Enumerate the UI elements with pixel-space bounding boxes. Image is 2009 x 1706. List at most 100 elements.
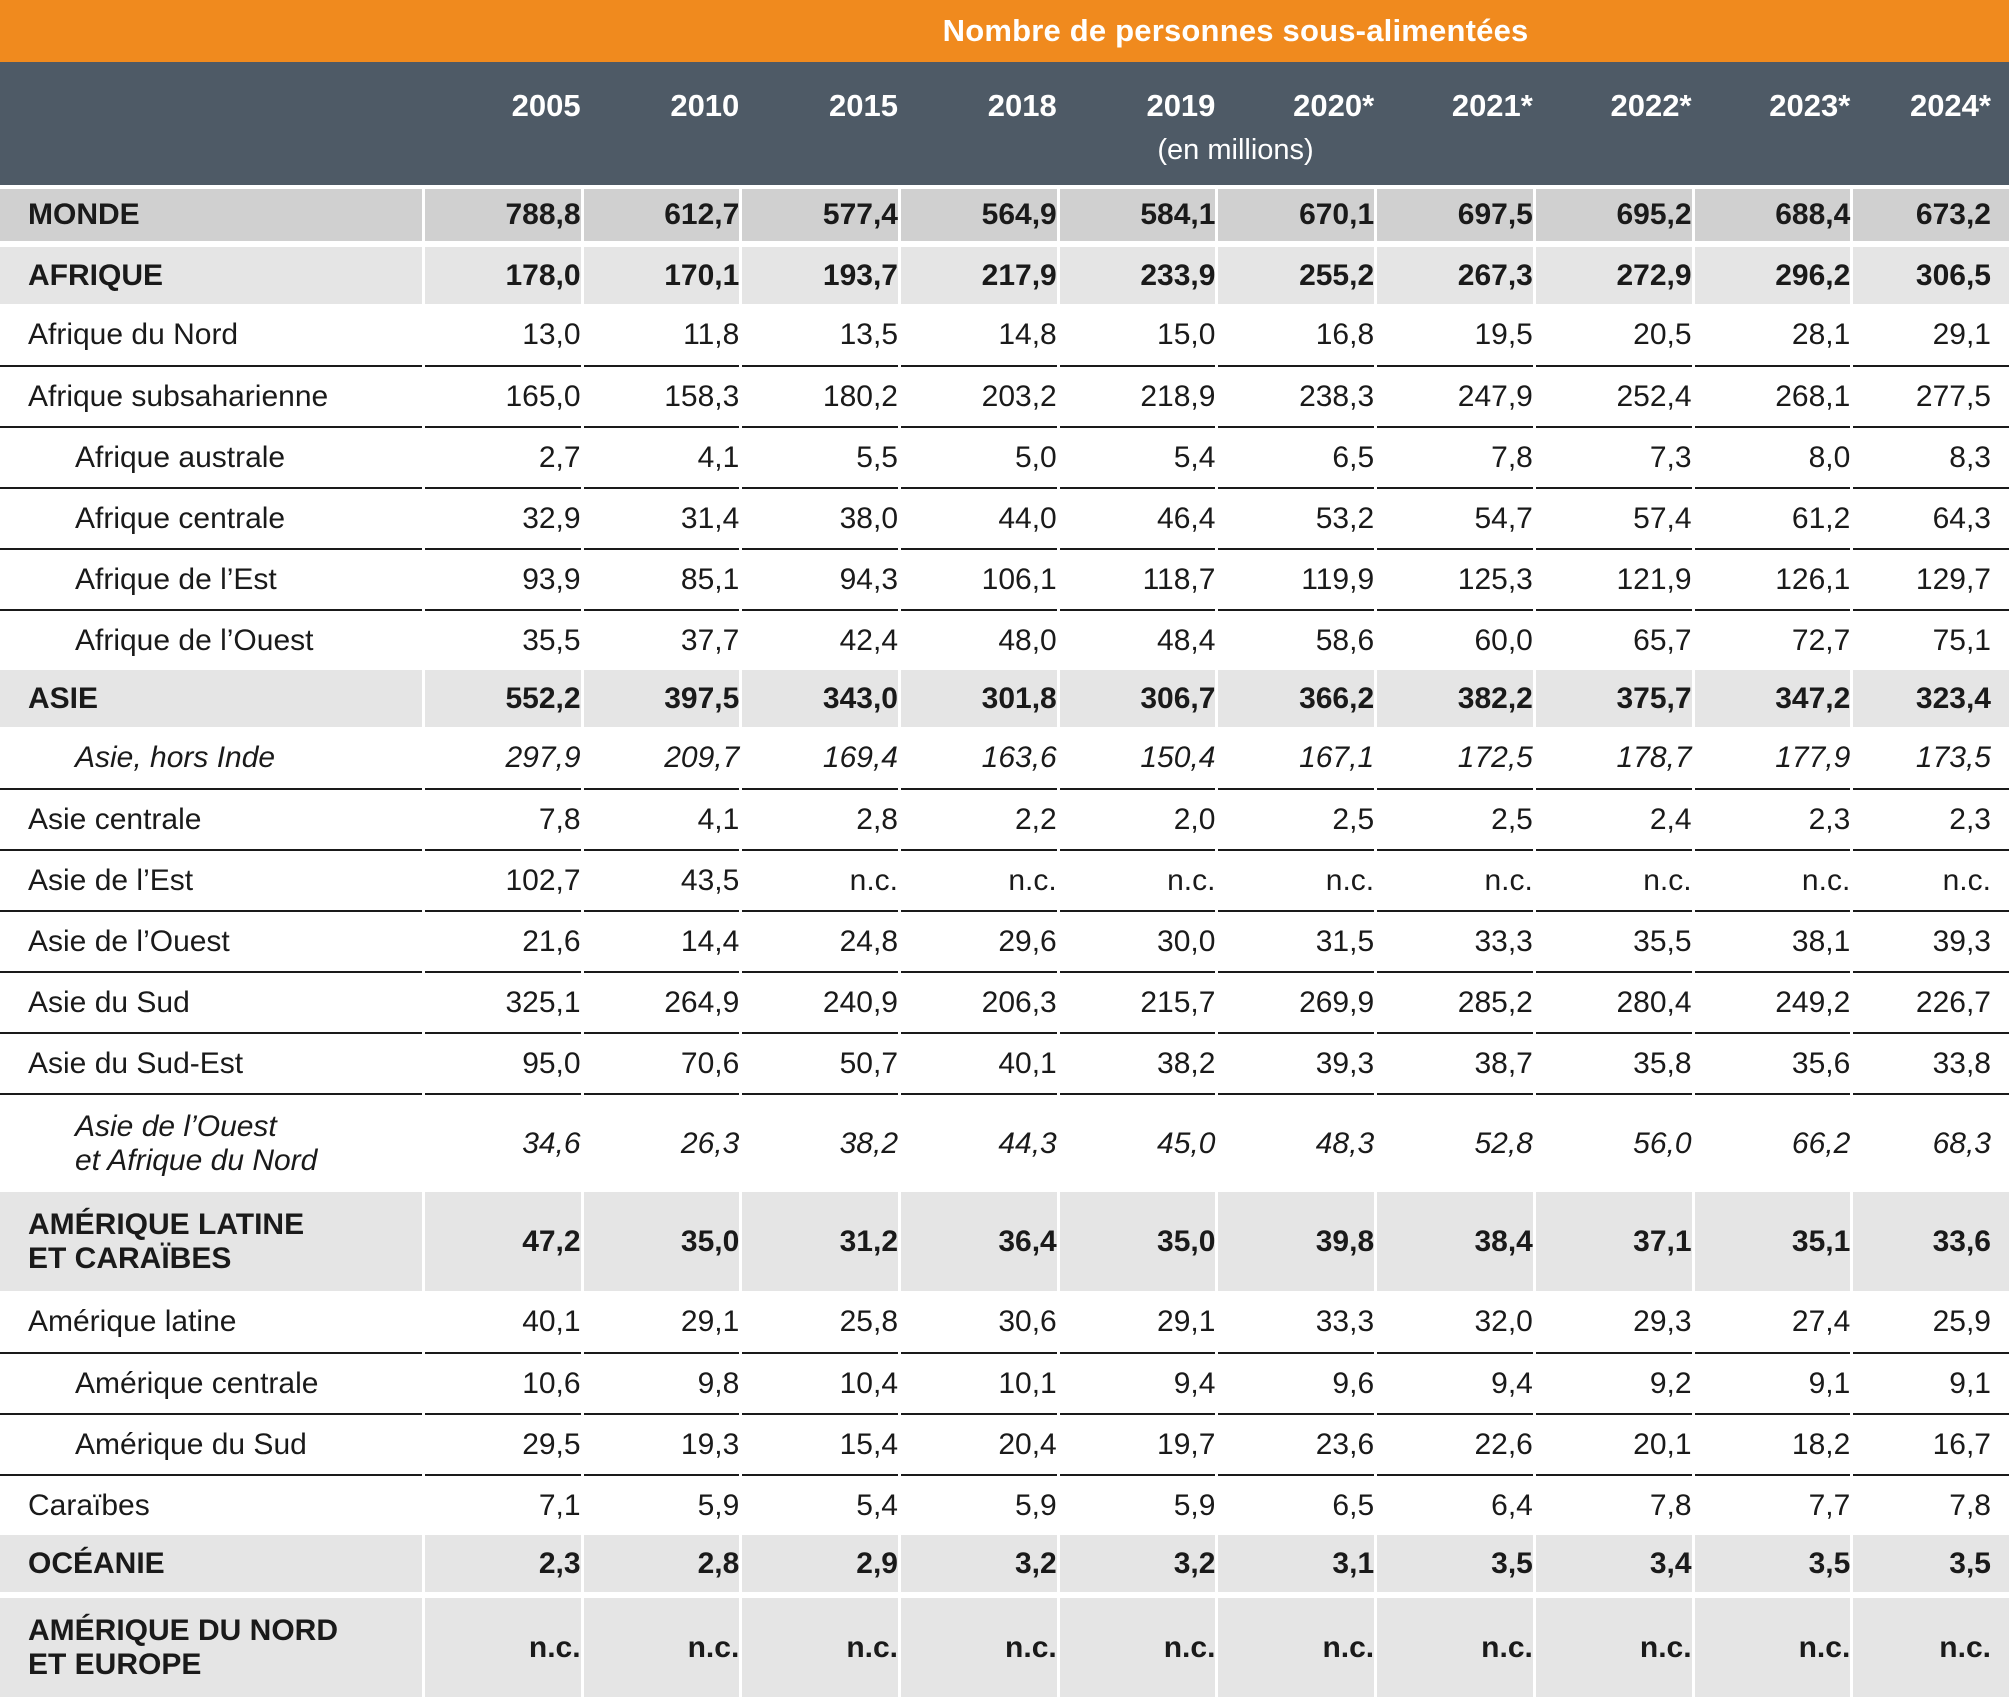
value-cell: 126,1: [1694, 548, 1851, 609]
value-cell: 7,8: [1853, 1474, 2009, 1535]
value-cell: n.c.: [1059, 1598, 1216, 1697]
value-cell: n.c.: [1377, 849, 1533, 910]
value-cell: 15,4: [742, 1413, 898, 1474]
value-cell: 48,3: [1218, 1093, 1375, 1192]
value-cell: 46,4: [1059, 487, 1216, 548]
value-cell: 25,9: [1932, 1304, 1991, 1338]
value-cell: 26,3: [583, 1093, 740, 1192]
value-cell: 5,4: [1059, 426, 1216, 487]
row-label: OCÉANIE: [0, 1535, 422, 1592]
table-row: Amérique centrale 10,6 9,8 10,4 10,1 9,4 9,6 9,…: [0, 1352, 2009, 1413]
value-cell: 255,2: [1218, 247, 1375, 304]
value-cell: 35,0: [1059, 1192, 1216, 1291]
table-row: ASIE 552,2 397,5 343,0 301,8 306,7 366,2 382,2 3…: [0, 670, 2009, 727]
value-cell: 118,7: [1059, 548, 1216, 609]
value-cell: 39,8: [1218, 1192, 1375, 1291]
value-cell: 9,8: [583, 1352, 740, 1413]
value-cell: 177,9: [1775, 740, 1851, 774]
value-cell: 269,9: [1218, 971, 1375, 1032]
value-cell: 6,5: [1218, 1474, 1375, 1535]
value-cell: 35,5: [1535, 910, 1692, 971]
table-row: AMÉRIQUE DU NORD ET EUROPE n.c. n.c. n.c. n.…: [0, 1598, 2009, 1697]
row-gap: [0, 241, 2009, 247]
row-label: Afrique australe: [0, 426, 422, 487]
value-cell: 150,4: [1140, 740, 1216, 774]
value-cell: 673,2: [1853, 189, 2009, 241]
value-cell: 125,3: [1377, 548, 1533, 609]
value-cell: 70,6: [583, 1032, 740, 1093]
value-cell: 9,1: [1694, 1352, 1851, 1413]
value-cell: 85,1: [583, 548, 740, 609]
value-cell: 297,9: [505, 740, 581, 774]
value-cell: 66,2: [1694, 1093, 1851, 1192]
row-label: Afrique du Nord: [28, 317, 239, 351]
value-cell: 170,1: [583, 247, 740, 304]
year-column-header: 2015: [829, 88, 898, 123]
value-cell: 2,4: [1535, 788, 1692, 849]
value-cell: 13,5: [839, 317, 898, 351]
value-cell: 7,8: [1377, 426, 1533, 487]
value-cell: 249,2: [1694, 971, 1851, 1032]
value-cell: 8,3: [1853, 426, 2009, 487]
value-cell: 35,0: [583, 1192, 740, 1291]
table-row: Asie de l’Ouest 21,6 14,4 24,8 29,6 30,0 31,5 3…: [0, 910, 2009, 971]
value-cell: 16,8: [1315, 317, 1375, 351]
value-cell: 43,5: [583, 849, 740, 910]
year-header-row: 2005 2010 2015 2018 2019 2020* 2021* 2022* 2023*…: [0, 62, 2009, 124]
value-cell: 30,6: [998, 1304, 1057, 1338]
value-cell: 4,1: [583, 426, 740, 487]
table-row: Afrique centrale 32,9 31,4 38,0 44,0 46,4 53,2…: [0, 487, 2009, 548]
value-cell: 173,5: [1915, 740, 1991, 774]
table-row: Asie de l’Est 102,7 43,5 n.c. n.c. n.c. n.c. n.…: [0, 849, 2009, 910]
value-cell: 3,5: [1853, 1535, 2009, 1592]
value-cell: 38,7: [1377, 1032, 1533, 1093]
value-cell: 29,1: [680, 1304, 740, 1338]
value-cell: 577,4: [742, 189, 898, 241]
value-cell: 343,0: [742, 670, 898, 727]
value-cell: 29,1: [1932, 317, 1991, 351]
value-cell: 36,4: [901, 1192, 1057, 1291]
value-cell: 7,7: [1694, 1474, 1851, 1535]
value-cell: 40,1: [901, 1032, 1057, 1093]
value-cell: 13,0: [522, 317, 581, 351]
value-cell: 95,0: [424, 1032, 581, 1093]
value-cell: 178,7: [1616, 740, 1692, 774]
value-cell: 10,4: [742, 1352, 898, 1413]
table-body: MONDE 788,8 612,7 577,4 564,9 584,1 670,1 697,5…: [0, 185, 2009, 1697]
value-cell: 33,6: [1853, 1192, 2009, 1291]
value-cell: 3,4: [1535, 1535, 1692, 1592]
value-cell: 102,7: [424, 849, 581, 910]
value-cell: 93,9: [424, 548, 581, 609]
value-cell: 121,9: [1535, 548, 1692, 609]
value-cell: 8,0: [1694, 426, 1851, 487]
value-cell: 33,3: [1315, 1304, 1375, 1338]
table-row: Asie du Sud-Est 95,0 70,6 50,7 40,1 38,2 39,3 3…: [0, 1032, 2009, 1093]
value-cell: 3,5: [1694, 1535, 1851, 1592]
value-cell: 247,9: [1377, 365, 1533, 426]
value-cell: 31,4: [583, 487, 740, 548]
value-cell: 24,8: [742, 910, 898, 971]
value-cell: 50,7: [742, 1032, 898, 1093]
value-cell: 16,7: [1853, 1413, 2009, 1474]
value-cell: 218,9: [1059, 365, 1216, 426]
value-cell: 6,4: [1377, 1474, 1533, 1535]
value-cell: 217,9: [901, 247, 1057, 304]
value-cell: 7,3: [1535, 426, 1692, 487]
table-row: Asie de l’Ouest et Afrique du Nord 34,6 26…: [0, 1093, 2009, 1192]
value-cell: 75,1: [1853, 609, 2009, 670]
year-column-header: 2019: [1146, 88, 1216, 123]
value-cell: 35,8: [1535, 1032, 1692, 1093]
value-cell: 215,7: [1059, 971, 1216, 1032]
year-column-header: 2020*: [1293, 88, 1375, 123]
value-cell: 6,5: [1218, 426, 1375, 487]
table-row: Amérique latine 40,1 29,1 25,8 30,6 29,1 33,3 3…: [0, 1291, 2009, 1352]
value-cell: n.c.: [901, 1598, 1057, 1697]
value-cell: 106,1: [901, 548, 1057, 609]
value-cell: 14,4: [583, 910, 740, 971]
value-cell: 172,5: [1457, 740, 1533, 774]
value-cell: 2,3: [1694, 788, 1851, 849]
value-cell: 203,2: [901, 365, 1057, 426]
table-row: MONDE 788,8 612,7 577,4 564,9 584,1 670,1 697,5…: [0, 189, 2009, 241]
value-cell: n.c.: [742, 849, 898, 910]
value-cell: 695,2: [1535, 189, 1692, 241]
